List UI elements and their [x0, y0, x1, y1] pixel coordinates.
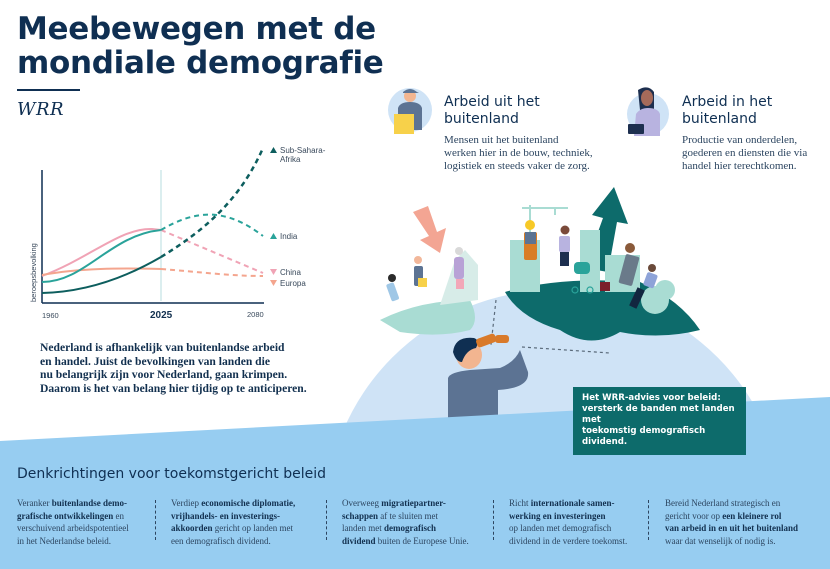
- card-arbeid-in-buitenland: Arbeid in het buitenland Productie van on…: [682, 94, 830, 173]
- title-line-1: Meebewegen met de: [17, 11, 376, 47]
- card-text: Mensen uit het buitenland werken hier in …: [444, 134, 593, 172]
- wrr-logo: WRR: [17, 99, 65, 120]
- line-europa: [41, 267, 162, 276]
- people-illustration: [386, 220, 658, 309]
- x-tick-2025: 2025: [150, 310, 173, 321]
- card-title: Arbeid uit het buitenland: [444, 94, 540, 127]
- down-arrow-icon: [413, 206, 446, 253]
- policy-section-title: Denkrichtingen voor toekomstgericht bele…: [17, 466, 326, 482]
- card-arbeid-uit-buitenland: Arbeid uit het buitenland Mensen uit het …: [444, 94, 604, 173]
- line-india: [41, 229, 162, 283]
- policy-column-3: Overweeg migratiepartner-schappen af te …: [342, 498, 469, 546]
- line-sub-sahara-afrika: [41, 256, 162, 294]
- wrr-advice-box: Het WRR-advies voor beleid: versterk de …: [573, 387, 746, 455]
- y-axis-label: beroepsbevolking: [29, 243, 38, 302]
- column-divider: [493, 500, 494, 540]
- legend-europa: Europa: [280, 279, 306, 288]
- businesswoman-phone-icon: [627, 87, 669, 136]
- triangle-down-icon: [270, 269, 277, 275]
- x-tick-1960: 1960: [42, 311, 59, 320]
- policy-column-1: Veranker buitenlandse demo-grafische ont…: [17, 498, 129, 546]
- policy-column-5: Bereid Nederland strategisch en gericht v…: [665, 498, 799, 546]
- triangle-up-icon: [270, 233, 277, 239]
- legend-india: India: [280, 232, 298, 241]
- worker-with-box-icon: [388, 88, 432, 134]
- policy-column-2: Verdiep economische diplomatie, vrijhande…: [171, 498, 296, 546]
- legend-china: China: [280, 268, 301, 277]
- legend-sub-sahara-afrika: Sub-Sahara-Afrika: [280, 146, 326, 164]
- card-icon-worker: [386, 86, 434, 142]
- page-title: Meebewegen met de mondiale demografie: [17, 12, 384, 80]
- column-divider: [155, 500, 156, 540]
- triangle-down-icon: [270, 280, 277, 286]
- policy-column-4: Richt internationale samen-werking en in…: [509, 498, 628, 546]
- binocular-man-illustration: [448, 333, 529, 420]
- column-divider: [648, 500, 649, 540]
- triangle-up-icon: [270, 147, 277, 153]
- intro-text: Nederland is afhankelijk van buitenlands…: [40, 341, 307, 395]
- x-tick-2080: 2080: [247, 310, 264, 319]
- title-line-2: mondiale demografie: [17, 45, 384, 81]
- line-china: [41, 227, 162, 277]
- title-divider: [17, 89, 80, 91]
- card-icon-businesswoman: [624, 86, 672, 142]
- card-title: Arbeid in het buitenland: [682, 94, 773, 127]
- card-text: Productie van onderdelen, goederen en die…: [682, 134, 808, 172]
- column-divider: [326, 500, 327, 540]
- labor-force-chart: beroepsbevolking 1960 2025 2080: [29, 147, 277, 321]
